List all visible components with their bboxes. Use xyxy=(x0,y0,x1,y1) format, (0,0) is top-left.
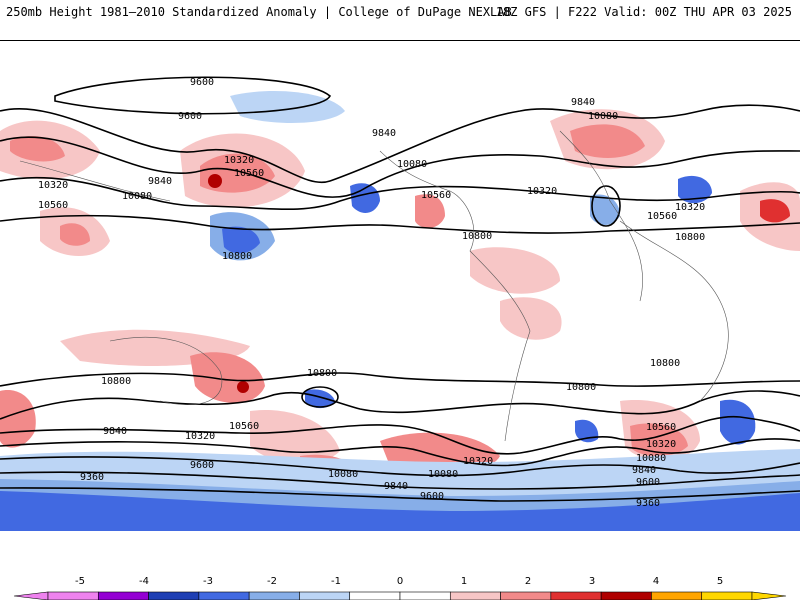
contour-label: 10080 xyxy=(588,111,618,122)
anomaly-map: 9600 9600 9840 10080 10320 10560 10800 9… xyxy=(0,41,800,559)
coastlines xyxy=(19,130,729,442)
height-contours xyxy=(0,76,800,502)
contour-label: 9360 xyxy=(636,498,660,509)
contour-label: 10800 xyxy=(566,382,596,393)
contour-label: 10080 xyxy=(428,469,458,480)
legend-tick-label: -1 xyxy=(331,576,341,587)
contour-label: 10080 xyxy=(397,159,427,170)
contour-label: 9600 xyxy=(420,491,444,502)
contour-label: 9360 xyxy=(80,472,104,483)
contour-label: 10560 xyxy=(647,211,677,222)
contour-label: 9600 xyxy=(190,460,214,471)
contour-label: 10320 xyxy=(463,456,493,467)
legend-swatch xyxy=(97,591,149,600)
legend-tick-label: 0 xyxy=(397,576,403,587)
anomaly-color-legend: -5 -4 -3 -2 -1 0 1 2 3 4 5 xyxy=(13,576,787,600)
legend-swatch xyxy=(198,591,250,600)
contour-label: 10800 xyxy=(222,251,252,262)
negative-anomaly-shading xyxy=(0,91,800,559)
contour-label: 9840 xyxy=(384,481,408,492)
legend-tick-label: -2 xyxy=(267,576,277,587)
legend-swatch xyxy=(349,591,401,600)
legend-swatch xyxy=(148,591,200,600)
contour-label: 10560 xyxy=(421,190,451,201)
legend-tick-label: 2 xyxy=(525,576,531,587)
legend-tick-labels: -5 -4 -3 -2 -1 0 1 2 3 4 5 xyxy=(75,576,723,587)
contour-label: 10560 xyxy=(229,421,259,432)
contour-label: 10560 xyxy=(646,422,676,433)
contour-label: 10080 xyxy=(328,469,358,480)
page-header-title: 250mb Height 1981–2010 Standardized Anom… xyxy=(6,5,512,19)
contour-label: 10560 xyxy=(234,168,264,179)
legend-color-bar xyxy=(13,591,787,600)
contour-label: 10080 xyxy=(636,453,666,464)
contour-label: 10800 xyxy=(650,358,680,369)
legend-tick-label: 3 xyxy=(589,576,595,587)
contour-label: 10320 xyxy=(38,180,68,191)
legend-swatch xyxy=(651,591,703,600)
legend-tick-label: 5 xyxy=(717,576,723,587)
contour-label: 9840 xyxy=(148,176,172,187)
contour-label: 10800 xyxy=(307,368,337,379)
contour-label: 9840 xyxy=(372,128,396,139)
contour-label: 9840 xyxy=(632,465,656,476)
contour-label: 9840 xyxy=(571,97,595,108)
page-header-run-info: 18Z GFS | F222 Valid: 00Z THU APR 03 202… xyxy=(495,5,792,19)
contour-label: 10080 xyxy=(122,191,152,202)
legend-swatch xyxy=(399,591,451,600)
legend-swatch xyxy=(47,591,99,600)
contour-label: 10320 xyxy=(527,186,557,197)
legend-arrow-left xyxy=(13,591,49,600)
legend-tick-label: -5 xyxy=(75,576,85,587)
contour-label: 9600 xyxy=(190,77,214,88)
legend-tick-label: -3 xyxy=(203,576,213,587)
legend-swatch xyxy=(701,591,753,600)
legend-swatch xyxy=(248,591,300,600)
legend-swatch xyxy=(449,591,501,600)
contour-label: 10320 xyxy=(185,431,215,442)
legend-arrow-right xyxy=(751,591,787,600)
contour-label: 10800 xyxy=(462,231,492,242)
legend-swatch xyxy=(600,591,652,600)
map-panel: 9600 9600 9840 10080 10320 10560 10800 9… xyxy=(0,40,800,559)
contour-label: 9600 xyxy=(636,477,660,488)
legend-swatch xyxy=(550,591,602,600)
contour-label: 10320 xyxy=(646,439,676,450)
contour-label: 9600 xyxy=(178,111,202,122)
contour-label: 10800 xyxy=(675,232,705,243)
legend-swatch xyxy=(299,591,351,600)
contour-label: 10800 xyxy=(101,376,131,387)
legend-tick-label: 1 xyxy=(461,576,467,587)
contour-labels: 9600 9600 9840 10080 10320 10560 10800 9… xyxy=(38,77,705,509)
legend-tick-label: 4 xyxy=(653,576,659,587)
contour-label: 10560 xyxy=(38,200,68,211)
contour-label: 9840 xyxy=(103,426,127,437)
contour-label: 10320 xyxy=(224,155,254,166)
contour-label: 10320 xyxy=(675,202,705,213)
legend-swatch xyxy=(500,591,552,600)
legend-tick-label: -4 xyxy=(139,576,149,587)
